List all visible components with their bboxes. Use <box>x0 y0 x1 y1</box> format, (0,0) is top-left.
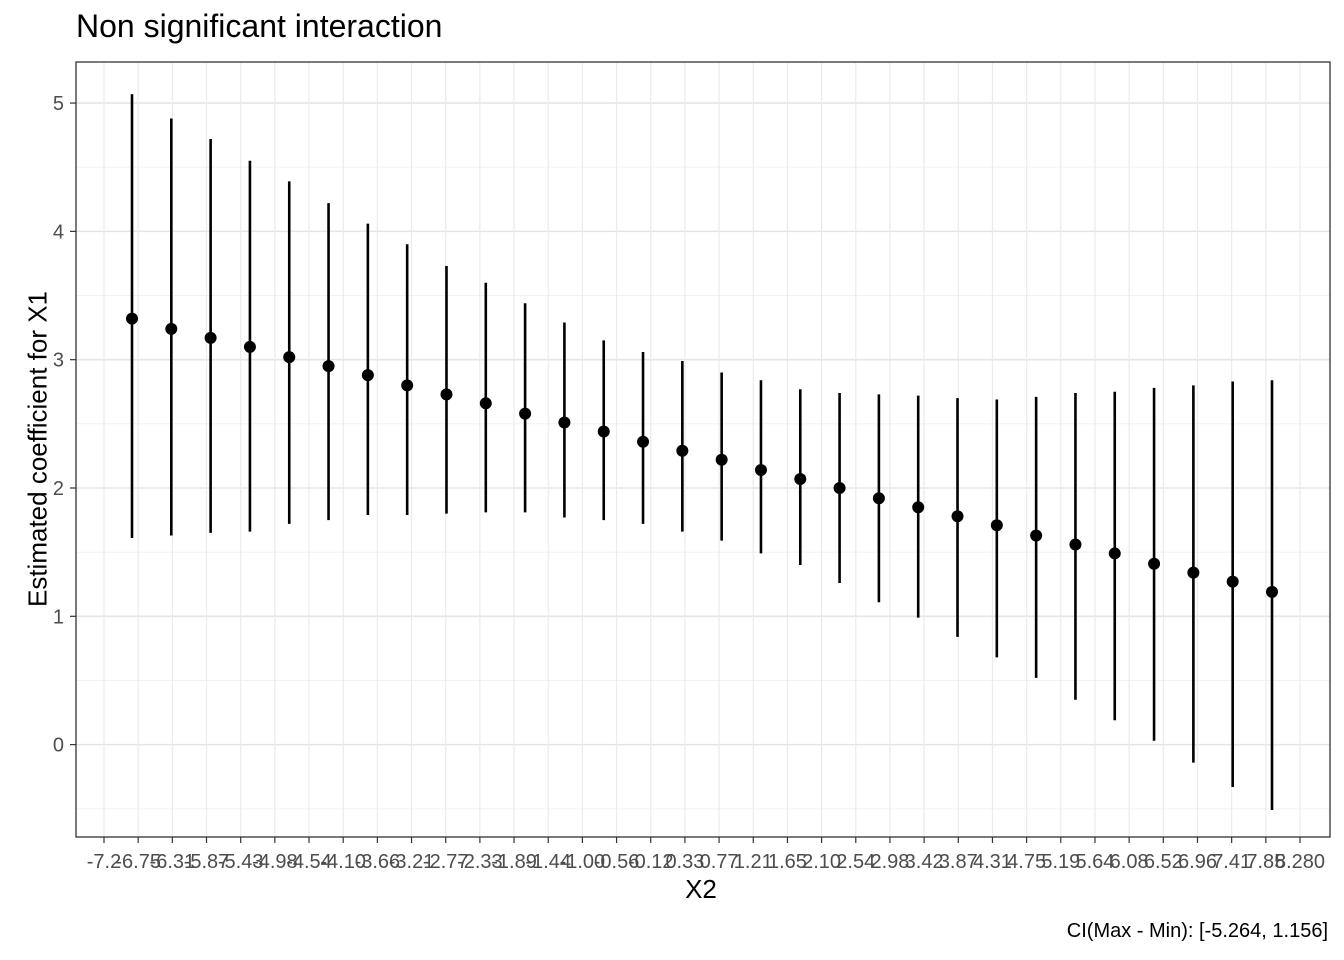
x-tick-label: 1.65 <box>768 851 807 873</box>
chart-title: Non significant interaction <box>76 8 443 44</box>
x-tick-label: 7.41 <box>1212 851 1251 873</box>
x-tick-label: -5.87 <box>184 851 230 873</box>
x-tick-label: -2.77 <box>423 851 469 873</box>
error-bars <box>130 94 1274 811</box>
x-tick-label: 0.33 <box>665 851 704 873</box>
estimate-point <box>833 481 846 494</box>
x-tick-label: -1.44 <box>525 851 571 873</box>
x-tick-label: 3.87 <box>939 851 978 873</box>
x-tick-label: 5.64 <box>1076 851 1115 873</box>
estimate-point <box>440 388 453 401</box>
x-tick-label: -0.56 <box>594 851 640 873</box>
x-tick-label: 3.42 <box>905 851 944 873</box>
y-tick-label: 0 <box>53 735 64 757</box>
x-tick-label: -3.21 <box>389 851 435 873</box>
x-tick-label: 2.54 <box>836 851 875 873</box>
estimate-point <box>1266 585 1278 598</box>
x-tick-label: -5.43 <box>218 851 264 873</box>
estimate-point <box>322 360 335 373</box>
estimate-point <box>1108 547 1121 560</box>
x-tick-label: 4.75 <box>1007 851 1046 873</box>
y-axis-label: Estimated coefficient for X1 <box>22 290 53 608</box>
y-tick-label: 3 <box>53 350 64 372</box>
estimate-point <box>126 312 138 325</box>
x-axis-ticks: -7.2-6.75-6.31-5.87-5.43-4.98-4.54-4.10-… <box>87 837 1325 873</box>
y-axis-ticks: 0 1 2 3 4 5 <box>53 93 76 757</box>
estimate-point <box>558 416 571 429</box>
estimate-point <box>872 492 885 505</box>
estimate-point <box>637 435 650 448</box>
estimate-point <box>754 464 767 477</box>
minor-gridlines <box>76 166 1330 810</box>
estimate-point <box>676 444 689 457</box>
x-tick-label: -6.31 <box>150 851 196 873</box>
x-tick-label: -6.75 <box>115 851 161 873</box>
x-tick-label: 6.52 <box>1144 851 1183 873</box>
estimate-point <box>479 397 492 410</box>
panel-border <box>75 61 1331 838</box>
estimate-point <box>912 501 925 514</box>
estimate-point <box>519 407 532 420</box>
estimate-point <box>1187 566 1200 579</box>
x-tick-label: 2.98 <box>870 851 909 873</box>
estimate-point <box>1069 538 1082 551</box>
estimate-point <box>715 453 728 466</box>
x-tick-label: 0.77 <box>700 851 739 873</box>
x-tick-label: -4.54 <box>286 851 332 873</box>
estimate-point <box>243 340 256 353</box>
x-axis-label: X2 <box>685 874 717 904</box>
x-tick-label: -4.98 <box>252 851 298 873</box>
chart-caption: CI(Max - Min): [-5.264, 1.156] <box>1066 920 1328 942</box>
x-tick-label: 4.31 <box>973 851 1012 873</box>
estimate-point <box>990 519 1003 532</box>
estimate-point <box>1148 557 1161 570</box>
x-tick-label: 2.10 <box>802 851 841 873</box>
x-tick-label: 1.21 <box>734 851 773 873</box>
y-tick-label: 5 <box>53 93 64 115</box>
x-tick-label: -1.00 <box>560 851 606 873</box>
y-tick-label: 2 <box>53 478 64 500</box>
estimate-point <box>165 322 178 335</box>
major-gridlines <box>76 62 1330 837</box>
estimate-point <box>283 351 296 364</box>
estimate-point <box>597 425 610 438</box>
estimate-point <box>951 510 964 523</box>
x-tick-label: -0.12 <box>628 851 674 873</box>
estimate-point <box>361 369 374 382</box>
y-tick-label: 1 <box>53 606 64 628</box>
x-tick-label: 8.280 <box>1275 851 1325 873</box>
x-tick-label: -2.33 <box>457 851 503 873</box>
x-tick-label: -3.66 <box>355 851 401 873</box>
estimate-point <box>1226 575 1239 588</box>
estimate-points <box>126 312 1278 598</box>
estimate-point <box>794 473 807 486</box>
x-tick-label: -7.2 <box>87 851 121 873</box>
estimate-point <box>1030 529 1043 542</box>
y-tick-label: 4 <box>53 221 64 243</box>
estimate-point <box>204 331 217 344</box>
x-tick-label: 5.19 <box>1041 851 1080 873</box>
y-axis-label-wrap: Estimated coefficient for X1 <box>0 62 53 837</box>
estimate-point <box>401 379 414 392</box>
x-tick-label: 6.08 <box>1110 851 1149 873</box>
x-tick-label: -1.89 <box>491 851 537 873</box>
x-tick-label: 7.85 <box>1246 851 1285 873</box>
x-tick-label: 6.96 <box>1178 851 1217 873</box>
x-tick-label: -4.10 <box>320 851 366 873</box>
